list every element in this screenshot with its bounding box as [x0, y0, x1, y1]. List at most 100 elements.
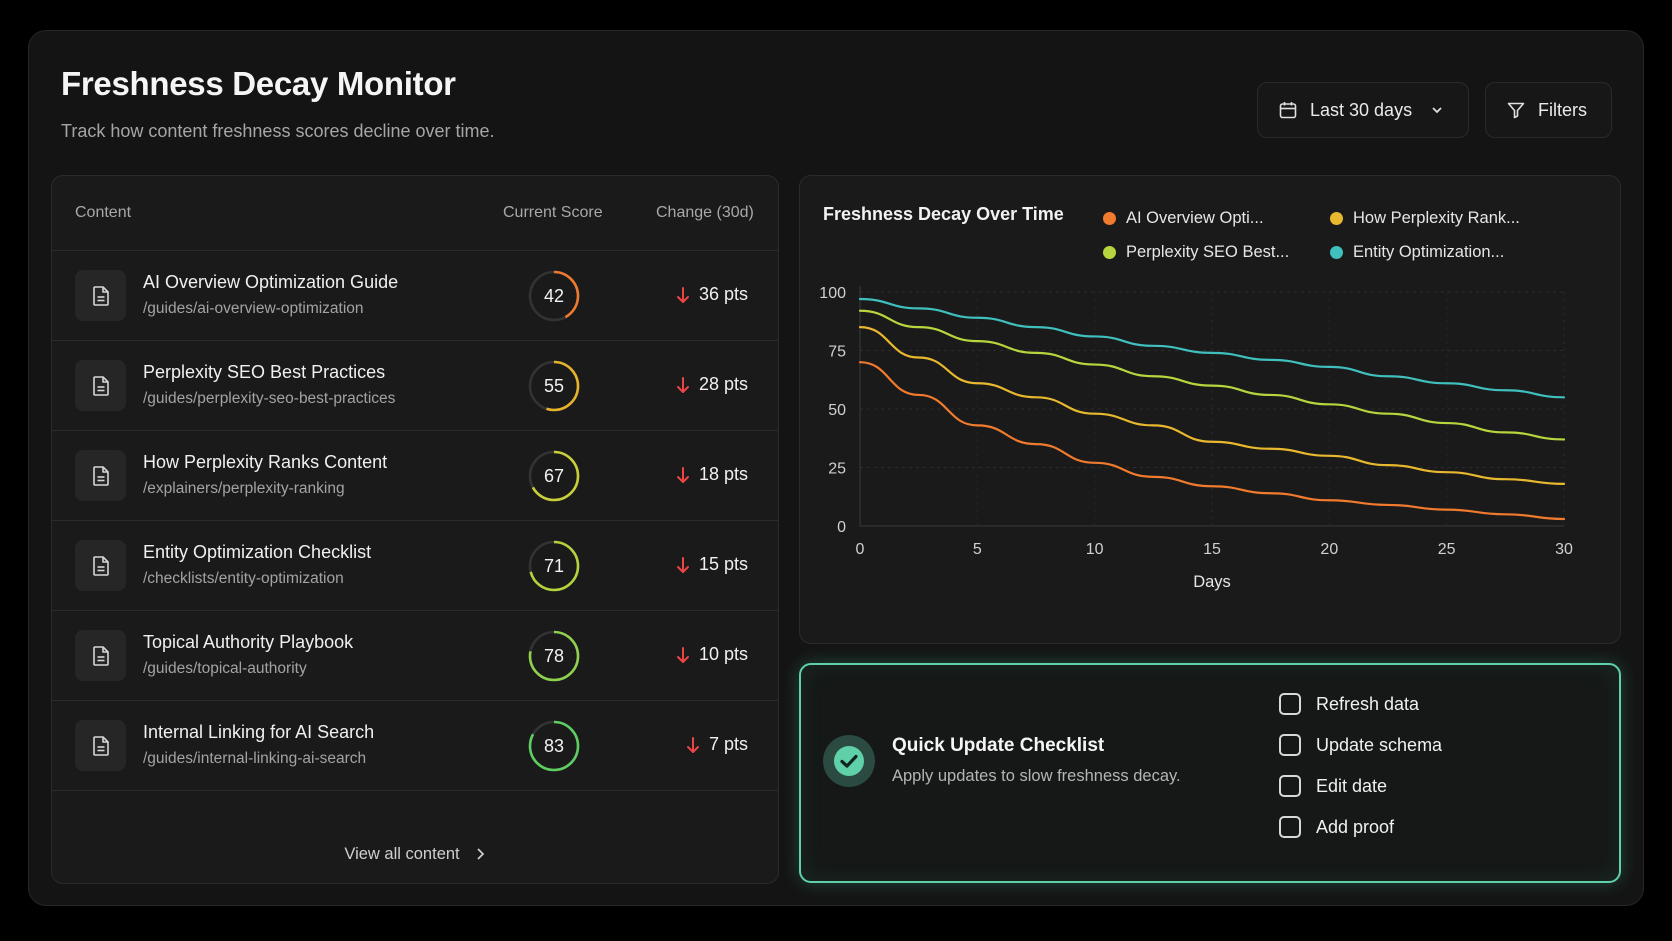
view-all-label: View all content — [344, 844, 460, 863]
legend-label: Entity Optimization... — [1353, 243, 1505, 261]
score-ring — [528, 270, 580, 322]
x-tick-label: 15 — [1203, 541, 1221, 558]
y-tick-label: 75 — [828, 344, 846, 361]
view-all-content-link[interactable]: View all content — [52, 825, 778, 883]
legend-item[interactable]: Entity Optimization... — [1330, 243, 1504, 262]
score-change: 28 pts — [676, 374, 748, 395]
arrow-down-icon — [676, 466, 689, 483]
score-ring — [528, 720, 580, 772]
x-tick-label: 0 — [856, 541, 865, 558]
score-value: 42 — [543, 286, 565, 306]
arrow-down-icon — [676, 376, 689, 393]
checklist-item[interactable]: Edit date — [1279, 775, 1387, 797]
calendar-icon — [1279, 102, 1297, 119]
legend-color-dot — [1330, 212, 1343, 225]
series-line[interactable] — [858, 326, 1566, 485]
x-tick-label: 5 — [973, 541, 982, 558]
page-title: Freshness Decay Monitor — [61, 65, 456, 102]
arrow-down-icon — [676, 646, 689, 663]
checkbox[interactable] — [1279, 693, 1301, 715]
legend-item[interactable]: Perplexity SEO Best... — [1103, 243, 1289, 262]
change-value: 10 pts — [698, 644, 748, 664]
document-icon — [75, 270, 126, 321]
content-path: /guides/topical-authority — [143, 660, 307, 677]
chart-title: Freshness Decay Over Time — [823, 204, 1064, 224]
legend-label: AI Overview Opti... — [1126, 209, 1264, 227]
score-ring — [528, 360, 580, 412]
legend-item[interactable]: How Perplexity Rank... — [1330, 209, 1520, 228]
change-value: 18 pts — [698, 464, 748, 484]
table-row[interactable]: How Perplexity Ranks Content /explainers… — [52, 431, 778, 521]
score-value: 78 — [543, 646, 565, 666]
table-header: Content Current Score Change (30d) — [52, 176, 778, 251]
line-chart: 0 25 50 75 100 0 5 10 15 20 25 30 Days — [819, 285, 1573, 591]
x-tick-label: 20 — [1320, 541, 1338, 558]
check-circle-icon — [823, 735, 875, 787]
quick-update-checklist: Quick Update Checklist Apply updates to … — [799, 663, 1621, 883]
checklist-item[interactable]: Add proof — [1279, 816, 1394, 838]
page-subtitle: Track how content freshness scores decli… — [61, 121, 495, 141]
content-table: Content Current Score Change (30d) AI Ov… — [51, 175, 779, 884]
x-tick-label: 25 — [1438, 541, 1456, 558]
content-path: /guides/perplexity-seo-best-practices — [143, 390, 396, 407]
series-line[interactable] — [858, 361, 1566, 521]
column-header-change: Change (30d) — [656, 204, 754, 221]
content-title[interactable]: AI Overview Optimization Guide — [143, 272, 399, 292]
checklist-item[interactable]: Refresh data — [1279, 693, 1419, 715]
change-value: 15 pts — [698, 554, 748, 574]
score-value: 67 — [543, 466, 565, 486]
filters-label: Filters — [1538, 99, 1587, 120]
checkbox[interactable] — [1279, 734, 1301, 756]
table-row[interactable]: Topical Authority Playbook /guides/topic… — [52, 611, 778, 701]
table-row[interactable]: AI Overview Optimization Guide /guides/a… — [52, 251, 778, 341]
checklist-subtitle: Apply updates to slow freshness decay. — [892, 767, 1181, 785]
freshness-decay-chart: 0 25 50 75 100 0 5 10 15 20 25 30 Days Freshness Dec… — [799, 175, 1621, 644]
date-range-label: Last 30 days — [1310, 99, 1413, 120]
checkbox[interactable] — [1279, 816, 1301, 838]
x-tick-label: 10 — [1086, 541, 1104, 558]
content-path: /explainers/perplexity-ranking — [143, 480, 345, 497]
score-value: 71 — [543, 556, 565, 576]
series-line[interactable] — [858, 297, 1566, 399]
score-value: 55 — [543, 376, 565, 396]
checklist-item[interactable]: Update schema — [1279, 734, 1442, 756]
content-title[interactable]: Internal Linking for AI Search — [143, 722, 375, 742]
dashboard-frame: Freshness Decay Monitor Track how conten… — [28, 30, 1644, 906]
checklist-title: Quick Update Checklist — [892, 735, 1105, 756]
filter-icon — [1507, 102, 1525, 119]
y-tick-label: 25 — [828, 461, 846, 478]
score-change: 15 pts — [676, 554, 748, 575]
legend-label: Perplexity SEO Best... — [1126, 243, 1290, 261]
legend-item[interactable]: AI Overview Opti... — [1103, 209, 1264, 228]
column-header-content: Content — [75, 204, 132, 221]
content-title[interactable]: Topical Authority Playbook — [143, 632, 354, 652]
table-row[interactable]: Perplexity SEO Best Practices /guides/pe… — [52, 341, 778, 431]
arrow-down-icon — [686, 736, 699, 753]
content-title[interactable]: Entity Optimization Checklist — [143, 542, 372, 562]
checklist-item-label: Add proof — [1316, 816, 1395, 837]
x-axis-label: Days — [1193, 573, 1231, 591]
legend-color-dot — [1330, 246, 1343, 259]
table-row[interactable]: Internal Linking for AI Search /guides/i… — [52, 701, 778, 791]
change-value: 7 pts — [708, 734, 748, 754]
column-header-score: Current Score — [503, 204, 603, 221]
content-path: /guides/internal-linking-ai-search — [143, 750, 367, 767]
legend-color-dot — [1103, 246, 1116, 259]
legend-color-dot — [1103, 212, 1116, 225]
score-ring — [528, 450, 580, 502]
score-change: 36 pts — [676, 284, 748, 305]
content-title[interactable]: Perplexity SEO Best Practices — [143, 362, 386, 382]
series-line[interactable] — [858, 309, 1566, 441]
score-ring — [528, 540, 580, 592]
filters-button[interactable]: Filters — [1485, 82, 1612, 138]
table-row[interactable]: Entity Optimization Checklist /checklist… — [52, 521, 778, 611]
date-range-dropdown[interactable]: Last 30 days — [1257, 82, 1469, 138]
checklist-item-label: Update schema — [1316, 734, 1443, 755]
y-tick-label: 50 — [828, 402, 846, 419]
arrow-down-icon — [676, 556, 689, 573]
checkbox[interactable] — [1279, 775, 1301, 797]
score-change: 18 pts — [676, 464, 748, 485]
legend-label: How Perplexity Rank... — [1353, 209, 1520, 227]
document-icon — [75, 540, 126, 591]
content-title[interactable]: How Perplexity Ranks Content — [143, 452, 388, 472]
